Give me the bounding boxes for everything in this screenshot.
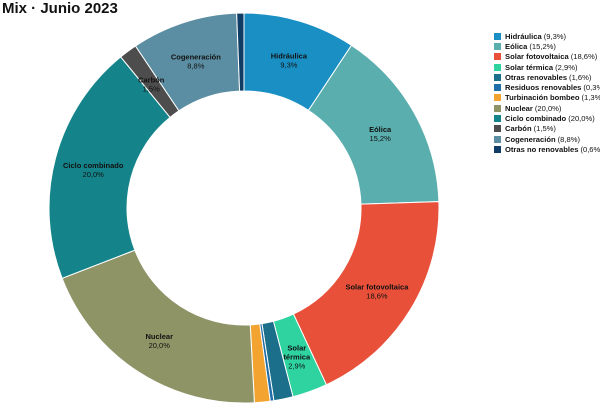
legend-label: Nuclear bbox=[505, 103, 533, 113]
legend-swatch bbox=[494, 73, 501, 81]
legend-label: Hidráulica bbox=[505, 31, 542, 41]
legend-item-eolica[interactable]: Eólica (15,2%) bbox=[494, 41, 600, 51]
legend-value: (20,0%) bbox=[568, 114, 595, 124]
legend-swatch bbox=[494, 32, 501, 40]
legend-value: (8,8%) bbox=[557, 134, 581, 144]
legend-label: Carbón bbox=[505, 124, 532, 134]
slice-ciclo-combinado[interactable] bbox=[48, 56, 171, 279]
legend-item-ciclo-combinado[interactable]: Ciclo combinado (20,0%) bbox=[494, 113, 600, 123]
legend-swatch bbox=[494, 145, 501, 153]
slice-label-eolica: Eólica 15,2% bbox=[369, 125, 392, 143]
legend-swatch bbox=[494, 125, 501, 133]
legend-value: (1,5%) bbox=[533, 124, 556, 134]
legend: Hidráulica (9,3%) Eólica (15,2%) Solar fotov… bbox=[494, 31, 600, 155]
slice-label-cogeneracion: Cogeneración 8,8% bbox=[171, 53, 221, 71]
legend-item-residuos-renovables[interactable]: Residuos renovables(0,3%) bbox=[494, 82, 600, 92]
legend-label: Ciclo combinado bbox=[505, 114, 567, 124]
legend-label: Residuos renovables bbox=[505, 83, 582, 93]
legend-item-solar-termica[interactable]: Solar térmica (2,9%) bbox=[494, 62, 600, 72]
legend-value: (1,3%) bbox=[581, 93, 600, 103]
slice-nuclear[interactable] bbox=[61, 249, 255, 404]
legend-item-turbinacion-bombeo[interactable]: Turbinación bombeo(1,3%) bbox=[494, 93, 600, 103]
slice-label-solar-termica: Solar térmica 2,9% bbox=[283, 343, 311, 370]
legend-label: Otras renovables bbox=[505, 72, 568, 82]
legend-value: (0,3%) bbox=[583, 83, 600, 93]
chart-title: Mix · Junio 2023 bbox=[2, 0, 118, 17]
slices-group bbox=[48, 12, 440, 404]
legend-item-carbon[interactable]: Carbón (1,5%) bbox=[494, 124, 600, 134]
legend-item-cogeneracion[interactable]: Cogeneración (8,8%) bbox=[494, 134, 600, 144]
legend-swatch bbox=[494, 84, 501, 92]
legend-label: Otras no renovables bbox=[505, 144, 579, 154]
legend-swatch bbox=[494, 94, 501, 102]
slice-otras-no-renovables[interactable] bbox=[236, 12, 245, 92]
legend-label: Solar térmica bbox=[505, 62, 554, 72]
legend-label: Solar fotovoltaica bbox=[505, 52, 569, 62]
legend-swatch bbox=[494, 42, 501, 50]
legend-item-otras-renovables[interactable]: Otras renovables (1,6%) bbox=[494, 72, 600, 82]
legend-swatch bbox=[494, 104, 501, 112]
legend-value: (18,6%) bbox=[570, 52, 598, 62]
legend-item-otras-no-renovables[interactable]: Otras no renovables(0,6%) bbox=[494, 144, 600, 154]
slice-label-solar-fotovoltaica: Solar fotovoltaica 18,6% bbox=[345, 283, 409, 301]
legend-label: Eólica bbox=[505, 41, 528, 51]
legend-value: (0,6%) bbox=[580, 144, 600, 154]
slice-label-ciclo-combinado: Ciclo combinado 20,0% bbox=[63, 161, 124, 179]
legend-value: (9,3%) bbox=[543, 31, 567, 41]
legend-label: Turbinación bombeo bbox=[505, 93, 580, 103]
legend-item-solar-fotovoltaica[interactable]: Solar fotovoltaica (18,6%) bbox=[494, 52, 600, 62]
legend-swatch bbox=[494, 115, 501, 123]
legend-swatch bbox=[494, 63, 501, 71]
legend-value: (20,0%) bbox=[534, 103, 562, 113]
slice-labels-group: Hidráulica 9,3% Eólica 15,2% Solar fotovolta… bbox=[63, 52, 409, 371]
legend-value: (2,9%) bbox=[555, 62, 578, 72]
legend-swatch bbox=[494, 135, 501, 143]
legend-value: (1,6%) bbox=[569, 72, 592, 82]
legend-value: (15,2%) bbox=[529, 41, 556, 51]
legend-label: Cogeneración bbox=[505, 134, 556, 144]
slice-label-carbon: Carbón 1,5% bbox=[138, 76, 165, 94]
slice-label-nuclear: Nuclear 20,0% bbox=[145, 332, 173, 350]
slice-label-hidraulica: Hidráulica 9,3% bbox=[271, 52, 308, 70]
legend-swatch bbox=[494, 53, 501, 61]
legend-item-hidraulica[interactable]: Hidráulica (9,3%) bbox=[494, 31, 600, 41]
legend-item-nuclear[interactable]: Nuclear (20,0%) bbox=[494, 103, 600, 113]
